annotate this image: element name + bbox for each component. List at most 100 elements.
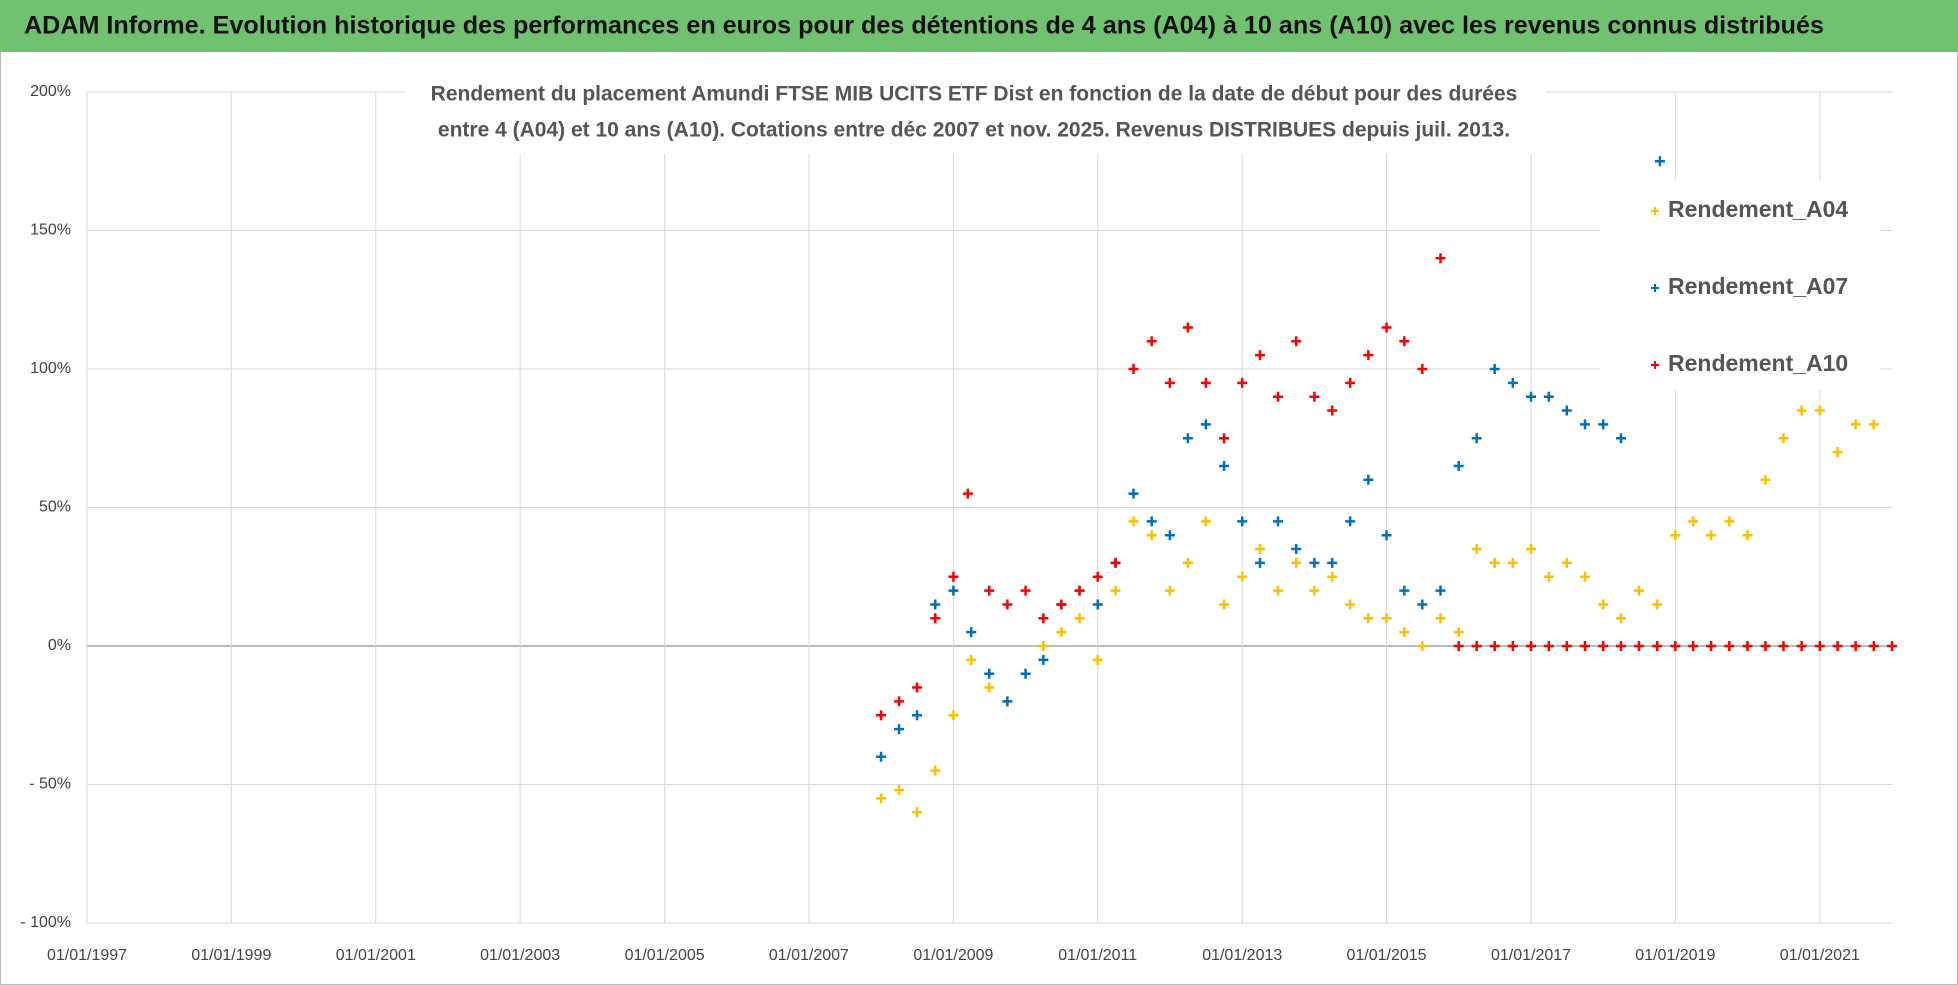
point bbox=[876, 793, 887, 804]
x-tick-label: 01/01/1997 bbox=[47, 947, 127, 964]
point bbox=[962, 488, 973, 499]
point bbox=[1580, 641, 1591, 651]
point bbox=[1778, 433, 1789, 444]
point bbox=[1526, 391, 1537, 402]
legend-marker bbox=[1651, 207, 1659, 215]
point bbox=[1850, 419, 1861, 430]
point bbox=[1507, 641, 1518, 651]
legend-marker bbox=[1651, 361, 1659, 369]
x-tick-label: 01/01/2013 bbox=[1202, 947, 1282, 964]
point bbox=[1417, 364, 1428, 374]
point bbox=[1128, 488, 1139, 499]
y-tick-label: 0% bbox=[48, 637, 71, 654]
point bbox=[1868, 641, 1879, 651]
point bbox=[1489, 641, 1500, 651]
legend: Rendement_A04 Rendement_A07 Rendement_A10 bbox=[1600, 180, 1880, 390]
point bbox=[1074, 585, 1085, 596]
point bbox=[930, 765, 941, 776]
x-tick-label: 01/01/2017 bbox=[1491, 947, 1571, 964]
point bbox=[1363, 613, 1374, 624]
point bbox=[1345, 599, 1356, 610]
point bbox=[1363, 474, 1374, 485]
point bbox=[1598, 641, 1609, 651]
point bbox=[1887, 641, 1897, 651]
point bbox=[1146, 516, 1157, 527]
legend-marker bbox=[1651, 284, 1659, 292]
point bbox=[1598, 419, 1609, 430]
chart-title: ADAM Informe. Evolution historique des p… bbox=[24, 12, 1824, 40]
point bbox=[1796, 641, 1807, 651]
y-tick-label: 50% bbox=[39, 499, 71, 516]
point bbox=[1543, 391, 1554, 402]
grid: - 100% - 50% 0% 50% 100% 150% 200% 01/01/1997 01… bbox=[20, 83, 1892, 964]
point bbox=[1742, 530, 1753, 541]
point bbox=[1146, 530, 1157, 541]
point bbox=[1598, 599, 1609, 610]
point bbox=[1255, 350, 1266, 361]
point bbox=[1092, 654, 1103, 665]
point bbox=[1164, 585, 1175, 596]
point bbox=[1742, 641, 1753, 651]
point bbox=[1273, 391, 1284, 402]
point bbox=[912, 807, 923, 818]
point bbox=[1309, 585, 1320, 596]
point bbox=[1435, 253, 1446, 264]
point bbox=[1291, 336, 1302, 347]
point bbox=[1255, 544, 1266, 555]
point bbox=[1850, 641, 1861, 651]
point bbox=[1724, 516, 1735, 527]
point bbox=[1038, 641, 1049, 651]
legend-box bbox=[1600, 180, 1880, 390]
point bbox=[984, 668, 995, 679]
point bbox=[1381, 530, 1392, 541]
point bbox=[894, 785, 905, 796]
point bbox=[1688, 516, 1699, 527]
point bbox=[1200, 419, 1211, 430]
x-tick-label: 01/01/2011 bbox=[1058, 947, 1137, 964]
legend-label: Rendement_A07 bbox=[1668, 273, 1848, 299]
point bbox=[1182, 322, 1193, 333]
marks bbox=[876, 156, 1897, 818]
point bbox=[930, 613, 941, 624]
point bbox=[1688, 641, 1699, 651]
point bbox=[1038, 654, 1049, 665]
y-tick-label: - 50% bbox=[29, 776, 71, 793]
point bbox=[948, 710, 959, 721]
point bbox=[1471, 641, 1482, 651]
point bbox=[1868, 419, 1879, 430]
point bbox=[1417, 641, 1428, 651]
legend-label: Rendement_A04 bbox=[1668, 196, 1848, 222]
point bbox=[876, 710, 887, 721]
point bbox=[1832, 641, 1843, 651]
point bbox=[1237, 377, 1248, 388]
point bbox=[1110, 585, 1121, 596]
point bbox=[1526, 544, 1537, 555]
point bbox=[1002, 599, 1013, 610]
point bbox=[1561, 557, 1572, 568]
point bbox=[1273, 585, 1284, 596]
point bbox=[1580, 571, 1591, 582]
point bbox=[1543, 641, 1554, 651]
point bbox=[1237, 571, 1248, 582]
x-tick-label: 01/01/2001 bbox=[336, 947, 416, 964]
y-tick-label: 200% bbox=[30, 83, 71, 100]
point bbox=[1309, 557, 1320, 568]
point bbox=[1164, 530, 1175, 541]
point bbox=[1020, 668, 1031, 679]
point bbox=[1273, 516, 1284, 527]
point bbox=[966, 654, 977, 665]
point bbox=[1453, 641, 1464, 651]
point bbox=[1471, 544, 1482, 555]
point bbox=[1633, 585, 1644, 596]
point bbox=[1489, 364, 1500, 374]
point bbox=[1832, 447, 1843, 458]
point bbox=[1760, 641, 1771, 651]
point bbox=[1182, 557, 1193, 568]
point bbox=[1615, 433, 1626, 444]
point bbox=[1128, 516, 1139, 527]
x-tick-label: 01/01/2015 bbox=[1346, 947, 1426, 964]
point bbox=[948, 571, 959, 582]
point bbox=[1092, 599, 1103, 610]
point bbox=[1074, 613, 1085, 624]
